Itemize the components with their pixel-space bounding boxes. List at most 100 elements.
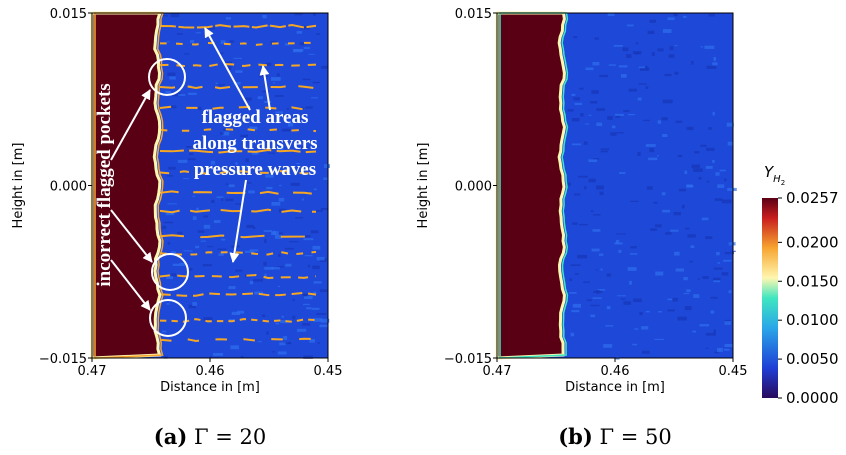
field-noise: [588, 159, 598, 163]
colorbar-label-subsub: 2: [781, 179, 785, 187]
field-noise: [212, 147, 217, 149]
field-noise: [719, 169, 726, 172]
field-noise: [228, 286, 236, 290]
field-noise: [253, 279, 263, 282]
field-noise: [712, 111, 715, 116]
flag-streak: [159, 208, 317, 214]
field-noise: [177, 159, 188, 163]
field-noise: [637, 97, 642, 101]
field-noise: [571, 310, 580, 313]
field-noise: [717, 347, 723, 352]
field-noise: [308, 53, 315, 55]
field-noise: [650, 228, 657, 231]
flag-streak: [159, 170, 317, 175]
field-noise: [728, 290, 732, 294]
field-noise: [629, 280, 632, 285]
field-noise: [622, 47, 629, 52]
field-noise: [265, 62, 272, 66]
field-noise: [207, 246, 213, 248]
field-noise: [713, 56, 717, 61]
field-noise: [166, 41, 170, 43]
field-noise: [240, 134, 249, 138]
field-noise: [721, 272, 729, 276]
field-noise: [264, 239, 267, 243]
y-tick-label: 0.015: [50, 7, 87, 22]
field-noise: [233, 57, 243, 59]
field-noise: [665, 232, 672, 235]
field-noise: [246, 224, 254, 228]
field-noise: [590, 314, 596, 318]
field-noise: [279, 342, 286, 346]
field-noise: [649, 19, 657, 23]
field-noise: [616, 132, 624, 134]
field-noise: [275, 111, 284, 114]
field-noise: [662, 209, 670, 213]
field-noise: [211, 199, 215, 204]
colorbar-tick-label: 0.0200: [786, 233, 839, 251]
field-noise: [706, 65, 717, 69]
field-noise: [653, 201, 658, 204]
field-noise: [165, 212, 175, 216]
field-noise: [673, 211, 681, 216]
field-noise: [724, 343, 734, 348]
field-noise: [264, 273, 267, 278]
field-noise: [235, 162, 238, 165]
field-noise: [655, 271, 664, 276]
field-noise: [182, 66, 186, 69]
field-noise: [670, 229, 679, 232]
field-noise: [584, 186, 587, 190]
field-noise: [302, 78, 311, 81]
field-noise: [162, 330, 167, 333]
field-noise: [282, 128, 291, 131]
flag-streak: [159, 149, 317, 154]
field-noise: [634, 328, 639, 330]
field-noise: [225, 198, 234, 202]
colorbar: [762, 198, 778, 398]
field-noise: [596, 185, 605, 190]
field-noise: [705, 165, 713, 169]
field-noise: [606, 273, 611, 277]
field-noise: [712, 62, 718, 66]
field-noise: [610, 132, 617, 136]
field-noise: [278, 197, 285, 202]
field-noise: [192, 195, 196, 197]
field-noise: [263, 261, 267, 266]
field-noise: [686, 289, 691, 293]
field-noise: [162, 225, 167, 230]
field-noise: [591, 90, 599, 94]
field-noise: [311, 307, 320, 310]
field-noise: [585, 67, 594, 71]
field-noise: [246, 182, 252, 184]
field-noise: [319, 324, 328, 328]
field-noise: [694, 151, 700, 154]
annotation: flagged areas: [202, 107, 309, 128]
field-noise: [700, 46, 703, 48]
field-noise: [235, 269, 243, 272]
field-noise: [615, 115, 621, 118]
field-noise: [600, 268, 603, 271]
field-noise: [166, 275, 173, 280]
field-noise: [167, 242, 171, 245]
field-noise: [271, 267, 280, 270]
flag-streak: [159, 274, 317, 279]
field-noise: [570, 264, 581, 266]
field-noise: [243, 97, 252, 101]
field-noise: [228, 65, 232, 70]
field-noise: [251, 152, 259, 155]
annotation: pressure waves: [194, 159, 316, 180]
field-noise: [673, 13, 678, 17]
field-noise: [626, 24, 634, 27]
field-noise: [168, 166, 176, 170]
field-noise: [272, 230, 277, 235]
field-noise: [681, 204, 685, 209]
field-noise: [302, 303, 310, 306]
field-noise: [598, 253, 604, 256]
field-noise: [294, 13, 303, 16]
field-noise: [607, 116, 613, 120]
field-noise: [614, 113, 624, 116]
field-noise: [257, 96, 263, 100]
field-noise: [698, 176, 702, 180]
field-noise: [615, 239, 620, 244]
field-noise: [249, 249, 259, 252]
